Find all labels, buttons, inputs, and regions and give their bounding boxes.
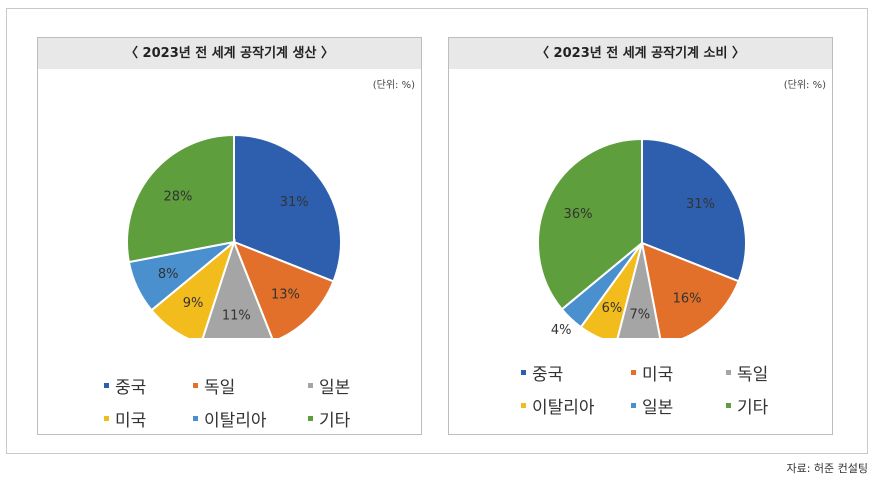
pie-slice-label-이탈리아: 8% bbox=[158, 267, 179, 282]
legend-swatch bbox=[726, 403, 731, 408]
legend-swatch bbox=[193, 383, 198, 388]
figure-frame: 〈 2023년 전 세계 공작기계 생산 〉 (단위: %) 31% 13% 11%… bbox=[6, 8, 868, 454]
legend-swatch bbox=[726, 370, 731, 375]
pie-slice-label-중국: 31% bbox=[280, 195, 309, 210]
pie-slice-label-이탈리아: 6% bbox=[602, 301, 623, 316]
legend-label: 기타 bbox=[319, 411, 351, 431]
pie-slice-중국 bbox=[233, 133, 342, 283]
legend-label: 일본 bbox=[319, 378, 351, 398]
legend-item-미국: 미국 bbox=[104, 406, 146, 431]
pie-slice-label-미국: 16% bbox=[673, 291, 702, 306]
legend-swatch bbox=[631, 403, 636, 408]
legend-item-이탈리아: 이탈리아 bbox=[521, 393, 595, 418]
legend-swatch bbox=[521, 370, 526, 375]
legend-label: 이탈리아 bbox=[204, 411, 267, 431]
legend-swatch bbox=[308, 416, 313, 421]
legend-item-기타: 기타 bbox=[726, 393, 768, 418]
legend-label: 이탈리아 bbox=[532, 398, 595, 418]
pie-slice-중국 bbox=[641, 137, 747, 283]
pie-slice-label-일본: 11% bbox=[222, 309, 251, 324]
consumption-chart-title: 〈 2023년 전 세계 공작기계 소비 〉 bbox=[449, 38, 832, 69]
legend-label: 독일 bbox=[737, 365, 769, 385]
legend-label: 미국 bbox=[642, 365, 674, 385]
legend-swatch bbox=[193, 416, 198, 421]
production-chart-panel: 〈 2023년 전 세계 공작기계 생산 〉 (단위: %) 31% 13% 11%… bbox=[37, 37, 422, 435]
pie-slice-독일 bbox=[232, 240, 335, 338]
production-chart-title: 〈 2023년 전 세계 공작기계 생산 〉 bbox=[38, 38, 421, 69]
legend-label: 중국 bbox=[115, 378, 147, 398]
consumption-pie-chart: 31% 16% 7% 6% 4% 36% bbox=[537, 137, 747, 338]
legend-swatch bbox=[104, 416, 109, 421]
pie-slice-label-독일: 7% bbox=[629, 308, 650, 323]
legend-item-중국: 중국 bbox=[104, 373, 146, 398]
production-unit-label: (단위: %) bbox=[372, 80, 415, 91]
legend-item-일본: 일본 bbox=[631, 393, 673, 418]
legend-swatch bbox=[521, 403, 526, 408]
pie-slice-label-중국: 31% bbox=[686, 197, 715, 212]
consumption-chart-panel: 〈 2023년 전 세계 공작기계 소비 〉 (단위: %) 31% 16% 7% 6… bbox=[448, 37, 833, 435]
legend-label: 기타 bbox=[737, 398, 769, 418]
legend-swatch bbox=[104, 383, 109, 388]
legend-swatch bbox=[631, 370, 636, 375]
legend-item-기타: 기타 bbox=[308, 406, 350, 431]
legend-swatch bbox=[308, 383, 313, 388]
legend-item-독일: 독일 bbox=[193, 373, 235, 398]
source-note: 자료: 허준 컨설팅 bbox=[786, 462, 868, 475]
production-pie-chart: 31% 13% 11% 9% 8% 28% bbox=[126, 133, 342, 338]
legend-item-일본: 일본 bbox=[308, 373, 350, 398]
pie-slice-기타 bbox=[537, 137, 643, 311]
pie-slice-label-기타: 28% bbox=[163, 190, 192, 205]
legend-label: 일본 bbox=[642, 398, 674, 418]
pie-slice-독일 bbox=[616, 242, 662, 338]
pie-slice-label-일본: 4% bbox=[551, 323, 572, 338]
consumption-unit-label: (단위: %) bbox=[783, 80, 826, 91]
pie-slice-미국 bbox=[640, 241, 740, 338]
legend-item-미국: 미국 bbox=[631, 360, 673, 385]
pie-slice-label-기타: 36% bbox=[564, 207, 593, 222]
legend-item-독일: 독일 bbox=[726, 360, 768, 385]
legend-item-이탈리아: 이탈리아 bbox=[193, 406, 267, 431]
pie-slice-일본 bbox=[201, 239, 274, 338]
pie-slice-label-미국: 9% bbox=[183, 296, 204, 311]
legend-label: 중국 bbox=[532, 365, 564, 385]
legend-label: 미국 bbox=[115, 411, 147, 431]
pie-slice-label-독일: 13% bbox=[271, 287, 300, 302]
legend-label: 독일 bbox=[204, 378, 236, 398]
legend-item-중국: 중국 bbox=[521, 360, 563, 385]
pie-slice-기타 bbox=[126, 133, 235, 264]
